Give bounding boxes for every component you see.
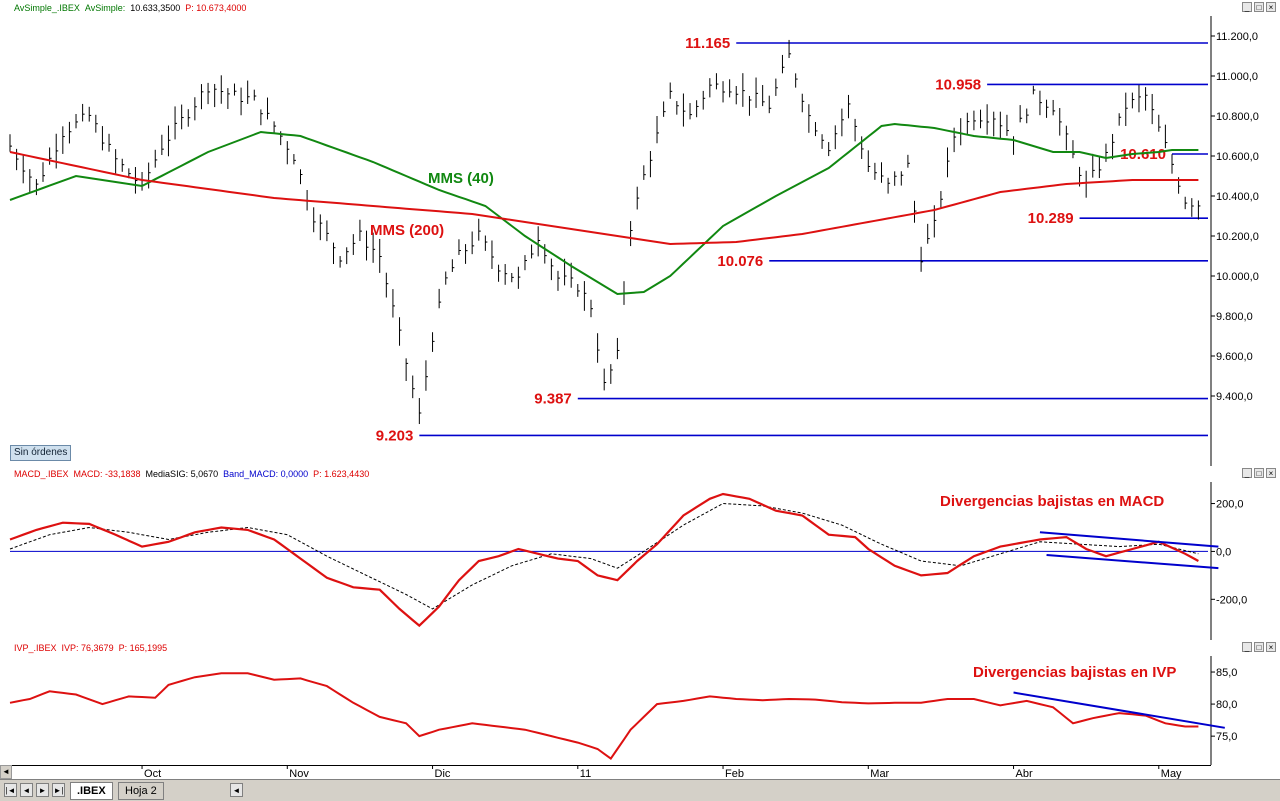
restore-icon[interactable]: □	[1254, 642, 1264, 652]
sheet-tab-bar: |◄ ◄ ► ►| .IBEX Hoja 2 ◄	[0, 779, 1280, 801]
ivp-panel-header: IVP_.IBEX IVP: 76,3679 P: 165,1995	[0, 640, 1280, 656]
date-axis: Oct Nov Dic 11 Feb Mar Abr May	[0, 765, 1211, 779]
scroll-left-icon[interactable]: ◄	[0, 765, 12, 779]
level-label: 11.165	[685, 35, 730, 52]
ivp-divergence-title: Divergencias bajistas en IVP	[973, 664, 1176, 681]
level-label: 10.610	[1120, 146, 1166, 163]
price-tick-label: 11.200,0	[1216, 31, 1258, 43]
price-header-item: P: 10.673,4000	[185, 3, 247, 13]
ivp-tick-label: 85,0	[1216, 667, 1237, 679]
level-label: 10.289	[1028, 210, 1074, 227]
date-tick-label: Dic	[435, 768, 451, 779]
price-tick-label: 10.200,0	[1216, 231, 1259, 243]
macd-header-item: P: 1.623,4430	[313, 469, 370, 479]
date-tick-label: 11	[580, 768, 591, 779]
macd-divergence-title: Divergencias bajistas en MACD	[940, 493, 1164, 510]
minimize-icon[interactable]: _	[1242, 2, 1252, 12]
ivp-chart[interactable]: 85,0 80,0 75,0 Divergencias bajistas en IVP	[0, 640, 1280, 765]
ivp-line	[9, 672, 1199, 761]
level-label: 9.387	[534, 391, 572, 408]
macd-panel-header: MACD_.IBEX MACD: -33,1838 MediaSIG: 5,0670…	[0, 466, 1280, 482]
ivp-header-item: IVP: 76,3679	[61, 643, 114, 653]
ivp-header-item: IVP_.IBEX	[14, 643, 57, 653]
price-tick-label: 10.800,0	[1216, 111, 1259, 123]
macd-trendline	[1046, 554, 1219, 570]
macd-trendline	[1039, 531, 1219, 548]
tab-scroll-left-icon[interactable]: ◄	[230, 783, 243, 797]
price-tick-label: 9.800,0	[1216, 311, 1253, 323]
date-tick-label: Feb	[725, 768, 744, 779]
ivp-trendline	[1013, 691, 1225, 729]
price-panel-header: AvSimple_.IBEX AvSimple: 10.633,3500 P: 10.…	[0, 0, 1280, 16]
price-window-buttons: _ □ ×	[1242, 2, 1276, 12]
prev-sheet-icon[interactable]: ◄	[20, 783, 33, 797]
close-icon[interactable]: ×	[1266, 642, 1276, 652]
close-icon[interactable]: ×	[1266, 468, 1276, 478]
macd-window-buttons: _ □ ×	[1242, 468, 1276, 478]
ivp-tick-label: 75,0	[1216, 731, 1237, 743]
macd-header-item: MediaSIG: 5,0670	[145, 469, 219, 479]
macd-chart[interactable]: 200,0 0,0 -200,0 Divergencias bajistas en M…	[0, 466, 1280, 640]
minimize-icon[interactable]: _	[1242, 468, 1252, 478]
macd-header-item: Band_MACD: 0,0000	[223, 469, 309, 479]
price-tick-label: 9.400,0	[1216, 391, 1253, 403]
ivp-header-item: P: 165,1995	[118, 643, 168, 653]
price-tick-label: 9.600,0	[1216, 351, 1253, 363]
restore-icon[interactable]: □	[1254, 468, 1264, 478]
price-chart[interactable]: 11.200,0 11.000,0 10.800,0 10.600,0 10.400,0…	[0, 0, 1280, 466]
price-header-item: 10.633,3500	[130, 3, 181, 13]
macd-line	[9, 492, 1199, 628]
level-label: 10.076	[717, 253, 763, 270]
price-tick-label: 10.000,0	[1216, 271, 1259, 283]
macd-signal-line	[9, 502, 1199, 610]
mms-40-label: MMS (40)	[428, 170, 494, 187]
price-tick-label: 11.000,0	[1216, 71, 1258, 83]
level-label: 10.958	[935, 76, 981, 93]
level-label: 9.203	[376, 427, 414, 444]
minimize-icon[interactable]: _	[1242, 642, 1252, 652]
date-tick-label: Nov	[289, 768, 309, 779]
macd-panel: MACD_.IBEX MACD: -33,1838 MediaSIG: 5,0670…	[0, 466, 1280, 641]
ivp-panel: IVP_.IBEX IVP: 76,3679 P: 165,1995 _ □ × 8…	[0, 640, 1280, 765]
date-tick-label: Oct	[144, 768, 161, 779]
macd-tick-label: 200,0	[1216, 499, 1244, 511]
macd-tick-label: -200,0	[1216, 594, 1247, 606]
tab-ibex[interactable]: .IBEX	[70, 782, 113, 800]
sin-ordenes-button[interactable]: Sin órdenes	[10, 445, 72, 461]
ivp-window-buttons: _ □ ×	[1242, 642, 1276, 652]
price-tick-label: 10.600,0	[1216, 151, 1259, 163]
first-sheet-icon[interactable]: |◄	[4, 783, 17, 797]
price-header-item: AvSimple:	[84, 3, 126, 13]
macd-header-item: MACD: -33,1838	[73, 469, 141, 479]
restore-icon[interactable]: □	[1254, 2, 1264, 12]
tab-hoja-2[interactable]: Hoja 2	[118, 782, 164, 800]
last-sheet-icon[interactable]: ►|	[52, 783, 65, 797]
macd-header-item: MACD_.IBEX	[14, 469, 69, 479]
close-icon[interactable]: ×	[1266, 2, 1276, 12]
next-sheet-icon[interactable]: ►	[36, 783, 49, 797]
date-tick-label: Abr	[1016, 768, 1033, 779]
date-tick-label: Mar	[870, 768, 889, 779]
price-panel: AvSimple_.IBEX AvSimple: 10.633,3500 P: 10.…	[0, 0, 1280, 467]
macd-tick-label: 0,0	[1216, 546, 1231, 558]
date-tick-label: May	[1161, 768, 1182, 779]
mms-200-label: MMS (200)	[370, 222, 444, 239]
price-header-item: AvSimple_.IBEX	[14, 3, 80, 13]
mms-200-line	[9, 151, 1199, 246]
price-tick-label: 10.400,0	[1216, 191, 1259, 203]
mms-40-line	[9, 122, 1199, 296]
ivp-tick-label: 80,0	[1216, 699, 1237, 711]
